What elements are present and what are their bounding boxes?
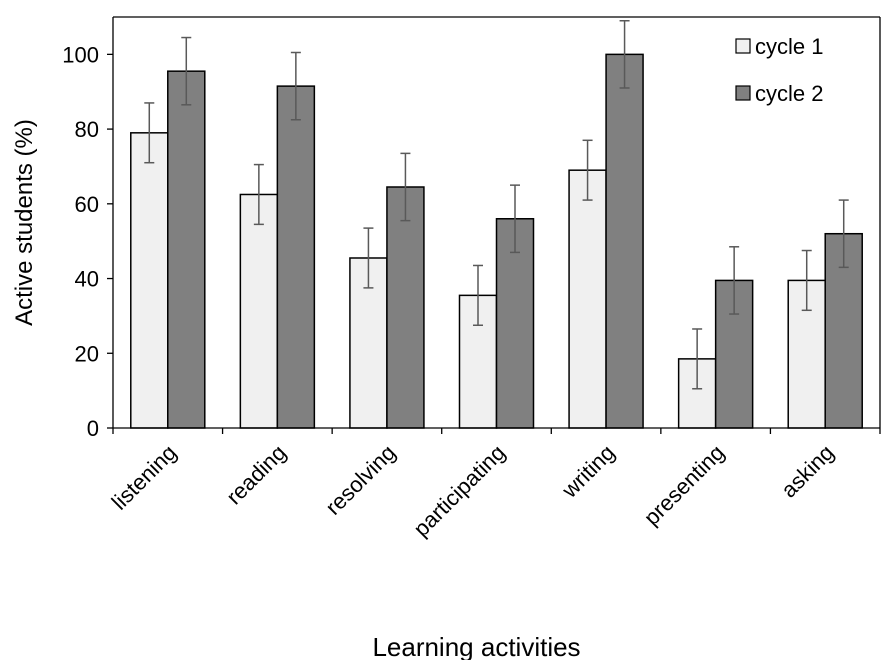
x-ticks: listening reading resolving participating wr… xyxy=(107,428,881,542)
y-tick-label: 80 xyxy=(75,117,99,142)
x-axis-label: Learning activities xyxy=(372,632,580,660)
x-tick-label-reading: reading xyxy=(221,440,291,510)
bar-cycle-2-resolving xyxy=(386,186,425,429)
axes xyxy=(112,16,881,429)
y-tick-label: 0 xyxy=(87,416,99,441)
bar-cycle-1-listening xyxy=(130,132,169,429)
legend-swatch-cycle-1 xyxy=(735,38,751,54)
bar-cycle-2-listening xyxy=(167,70,206,429)
x-tick-label-resolving: resolving xyxy=(321,440,401,520)
legend: cycle 1 cycle 2 xyxy=(735,34,823,106)
y-tick-label: 40 xyxy=(75,267,99,292)
y-axis-label: Active students (%) xyxy=(11,119,38,326)
bar-cycle-2-writing xyxy=(605,53,644,429)
x-tick-label-asking: asking xyxy=(776,440,839,503)
bar-cycle-1-reading xyxy=(239,193,279,429)
legend-swatch-cycle-2 xyxy=(735,85,751,101)
y-tick-label: 20 xyxy=(75,341,99,366)
bar-cycle-1-writing xyxy=(568,169,607,429)
x-tick-label-presenting: presenting xyxy=(639,440,729,530)
error-bars xyxy=(144,19,849,390)
x-tick-label-listening: listening xyxy=(107,440,182,515)
y-tick-label: 100 xyxy=(62,42,99,67)
legend-label-cycle-1: cycle 1 xyxy=(755,34,823,59)
bar-cycle-2-reading xyxy=(276,85,316,429)
y-tick-label: 60 xyxy=(75,192,99,217)
legend-label-cycle-2: cycle 2 xyxy=(755,81,823,106)
bars xyxy=(130,53,863,429)
x-tick-label-participating: participating xyxy=(408,440,510,542)
x-tick-label-writing: writing xyxy=(556,440,619,503)
y-ticks: 0 20 40 60 80 100 xyxy=(62,42,113,441)
